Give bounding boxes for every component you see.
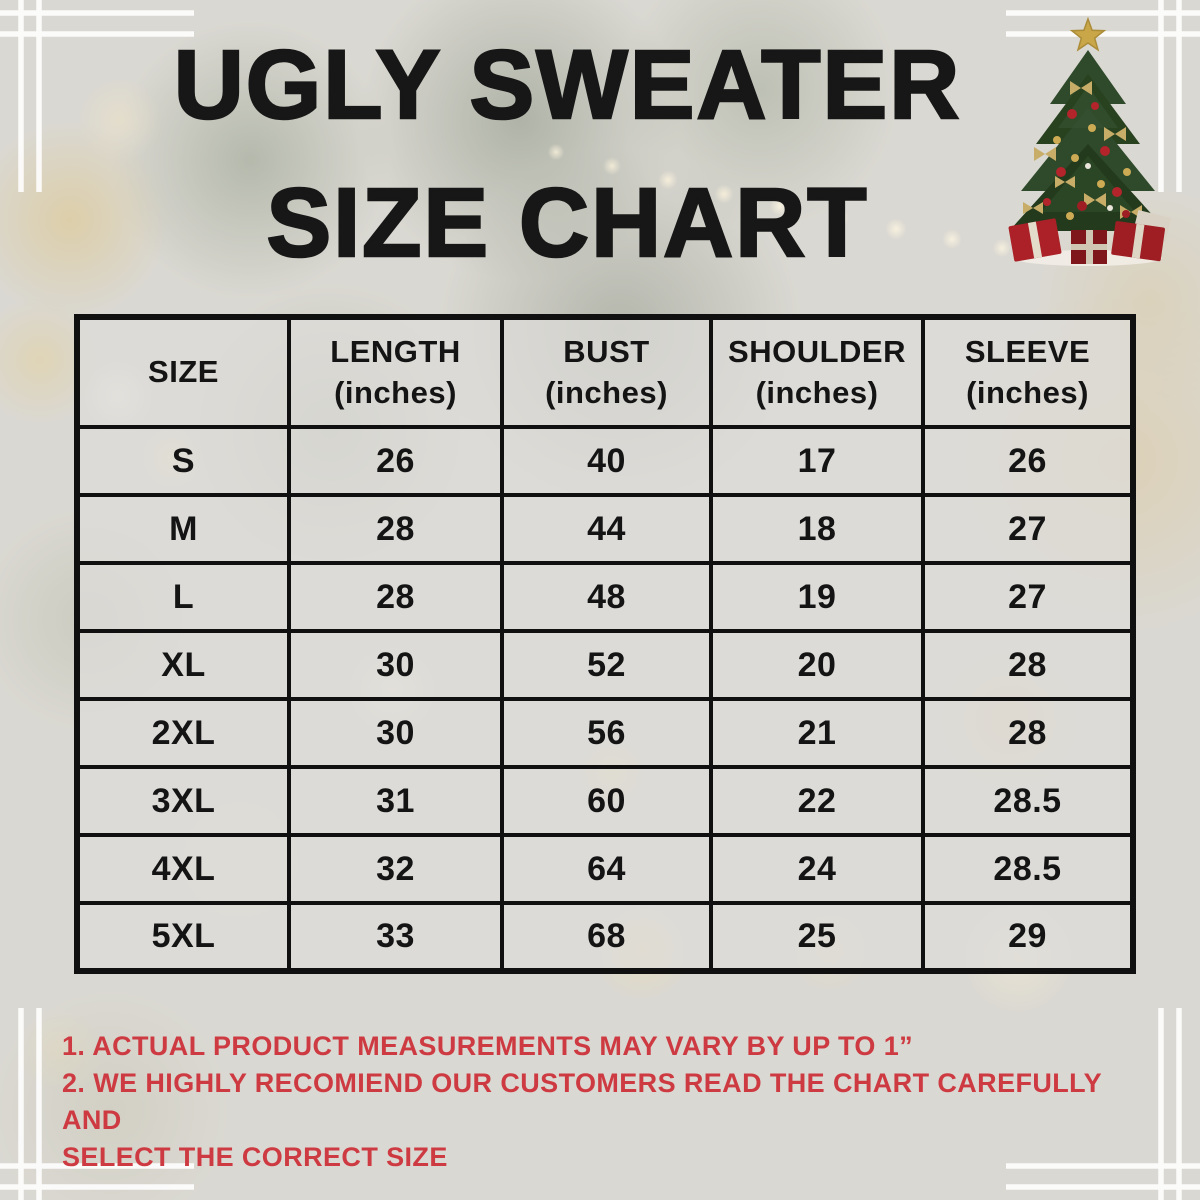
cell-size: L [75, 561, 291, 633]
christmas-tree-image [1008, 16, 1172, 266]
cell-sleeve: 29 [921, 901, 1135, 973]
cell-length: 33 [287, 901, 504, 973]
table-row-4xl: 4XL 32 64 24 28.5 [75, 833, 1135, 905]
corner-frame-top-left-icon [0, 0, 194, 192]
cell-size: XL [75, 629, 291, 701]
cell-sleeve: 27 [921, 493, 1135, 565]
table-row-2xl: 2XL 30 56 21 28 [75, 697, 1135, 769]
cell-shoulder: 20 [709, 629, 925, 701]
cell-bust: 44 [500, 493, 713, 565]
cell-bust: 68 [500, 901, 713, 973]
cell-length: 32 [287, 833, 504, 905]
corner-frame-bottom-left-icon [0, 1008, 194, 1200]
tree-ball-ornaments [1043, 102, 1131, 220]
tree-star-icon [1069, 16, 1107, 52]
title-line-1: UGLY SWEATER [172, 30, 962, 139]
cell-sleeve: 26 [921, 425, 1135, 497]
header-bust: BUST (inches) [500, 315, 713, 429]
table-row-3xl: 3XL 31 60 22 28.5 [75, 765, 1135, 837]
cell-shoulder: 24 [709, 833, 925, 905]
cell-length: 30 [287, 629, 504, 701]
cell-size: 5XL [75, 901, 291, 973]
cell-length: 30 [287, 697, 504, 769]
cell-shoulder: 18 [709, 493, 925, 565]
cell-size: 3XL [75, 765, 291, 837]
tree-gift-boxes [1008, 210, 1172, 264]
corner-frame-bottom-right-icon [1006, 1008, 1200, 1200]
cell-shoulder: 17 [709, 425, 925, 497]
cell-bust: 40 [500, 425, 713, 497]
cell-bust: 52 [500, 629, 713, 701]
cell-bust: 56 [500, 697, 713, 769]
header-sleeve: SLEEVE (inches) [921, 315, 1135, 429]
cell-shoulder: 19 [709, 561, 925, 633]
cell-size: 2XL [75, 697, 291, 769]
cell-size: M [75, 493, 291, 565]
table-row-m: M 28 44 18 27 [75, 493, 1135, 565]
corner-frame-top-right-icon [1006, 0, 1200, 192]
cell-length: 31 [287, 765, 504, 837]
title-line-2: SIZE CHART [265, 168, 869, 277]
table-header-row: SIZE LENGTH (inches) BUST (inches) SHOULDE… [75, 315, 1135, 429]
cell-length: 28 [287, 561, 504, 633]
cell-shoulder: 21 [709, 697, 925, 769]
cell-shoulder: 25 [709, 901, 925, 973]
tree-bow-ornaments [1023, 81, 1142, 219]
cell-bust: 48 [500, 561, 713, 633]
table-row-l: L 28 48 19 27 [75, 561, 1135, 633]
cell-length: 28 [287, 493, 504, 565]
cell-sleeve: 28 [921, 697, 1135, 769]
cell-size: S [75, 425, 291, 497]
page-title: UGLY SWEATER SIZE CHART [0, 30, 1135, 277]
cell-sleeve: 28.5 [921, 765, 1135, 837]
cell-shoulder: 22 [709, 765, 925, 837]
header-shoulder: SHOULDER (inches) [709, 315, 925, 429]
table-row-5xl: 5XL 33 68 25 29 [75, 901, 1135, 973]
cell-sleeve: 27 [921, 561, 1135, 633]
note-line-3: SELECT THE CORRECT SIZE [62, 1142, 448, 1172]
cell-length: 26 [287, 425, 504, 497]
cell-sleeve: 28 [921, 629, 1135, 701]
disclaimer-notes: 1. ACTUAL PRODUCT MEASUREMENTS MAY VARY … [62, 1028, 1152, 1176]
cell-size: 4XL [75, 833, 291, 905]
table-row-s: S 26 40 17 26 [75, 425, 1135, 497]
cell-sleeve: 28.5 [921, 833, 1135, 905]
table-row-xl: XL 30 52 20 28 [75, 629, 1135, 701]
cell-bust: 64 [500, 833, 713, 905]
size-table: SIZE LENGTH (inches) BUST (inches) SHOULDE… [74, 314, 1136, 974]
note-line-2: 2. WE HIGHLY RECOMIEND OUR CUSTOMERS REA… [62, 1068, 1102, 1135]
header-size: SIZE [75, 315, 291, 429]
note-line-1: 1. ACTUAL PRODUCT MEASUREMENTS MAY VARY … [62, 1031, 914, 1061]
tree-foliage [1009, 50, 1167, 231]
cell-bust: 60 [500, 765, 713, 837]
header-length: LENGTH (inches) [287, 315, 504, 429]
